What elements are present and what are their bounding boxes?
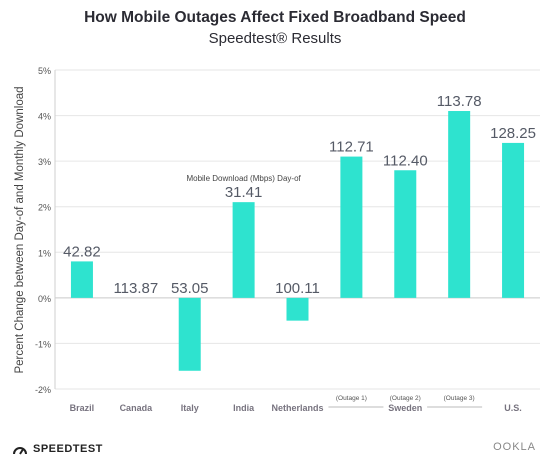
data-label: 42.82 (63, 243, 101, 260)
y-tick-label: -1% (35, 339, 51, 349)
bar (232, 202, 255, 298)
speedtest-gauge-icon (13, 447, 27, 455)
chart-title: How Mobile Outages Affect Fixed Broadban… (84, 9, 466, 26)
y-tick-label: 2% (38, 203, 51, 213)
y-tick-label: 0% (38, 294, 51, 304)
data-label: 113.78 (437, 93, 482, 110)
bar (502, 142, 525, 298)
x-tick-label: India (233, 403, 255, 413)
x-tick-label: U.S. (504, 403, 522, 413)
bar (178, 297, 201, 371)
data-label: 53.05 (171, 280, 209, 297)
x-sub-label: (Outage 3) (444, 395, 475, 402)
data-label: 128.25 (490, 125, 536, 142)
data-label: 113.87 (113, 280, 158, 297)
annotation: Mobile Download (Mbps) Day-of (186, 174, 301, 183)
x-tick-label: Netherlands (271, 403, 323, 413)
y-tick-label: 4% (38, 112, 51, 122)
ookla-logo: OOKLA (493, 441, 536, 453)
y-tick-label: 5% (38, 66, 51, 76)
x-tick-label: Brazil (70, 403, 95, 413)
bar (286, 297, 309, 321)
sweden-group-label: Sweden (388, 403, 422, 413)
speedtest-logo: SPEEDTEST (12, 442, 103, 456)
speedtest-brand-text: SPEEDTEST (33, 443, 103, 455)
x-tick-label: Italy (181, 403, 199, 413)
y-tick-label: 3% (38, 157, 51, 167)
data-label: 112.40 (383, 152, 428, 169)
y-tick-label: 1% (38, 248, 51, 258)
x-sub-label: (Outage 1) (336, 395, 367, 402)
bar (340, 156, 363, 298)
x-tick-label: Canada (120, 403, 154, 413)
y-axis-label: Percent Change between Day-of and Monthl… (14, 86, 26, 374)
x-sub-label: (Outage 2) (390, 395, 421, 402)
data-label: 100.11 (275, 280, 320, 297)
chart-subtitle: Speedtest® Results (208, 30, 342, 47)
y-tick-label: -2% (35, 385, 51, 395)
data-label: 31.41 (225, 184, 263, 201)
bar (448, 111, 471, 298)
bar (70, 261, 93, 298)
bar (394, 170, 417, 298)
data-label: 112.71 (329, 139, 374, 156)
